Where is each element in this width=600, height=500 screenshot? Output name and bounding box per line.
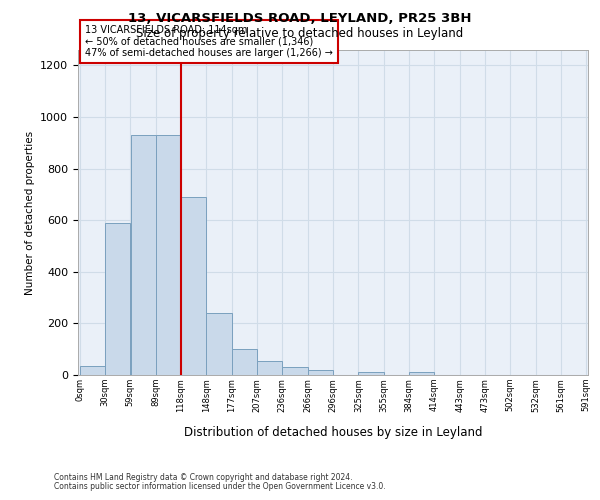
- Bar: [283, 368, 308, 375]
- Text: 13, VICARSFIELDS ROAD, LEYLAND, PR25 3BH: 13, VICARSFIELDS ROAD, LEYLAND, PR25 3BH: [128, 12, 472, 26]
- Text: Distribution of detached houses by size in Leyland: Distribution of detached houses by size …: [184, 426, 482, 439]
- Bar: [181, 197, 206, 375]
- Text: Contains HM Land Registry data © Crown copyright and database right 2024.: Contains HM Land Registry data © Crown c…: [54, 474, 353, 482]
- Bar: [105, 223, 130, 375]
- Bar: [232, 349, 257, 375]
- Bar: [308, 370, 333, 375]
- Bar: [156, 135, 181, 375]
- Text: Contains public sector information licensed under the Open Government Licence v3: Contains public sector information licen…: [54, 482, 386, 491]
- Bar: [131, 135, 155, 375]
- Bar: [80, 366, 105, 375]
- Bar: [206, 313, 232, 375]
- Text: Size of property relative to detached houses in Leyland: Size of property relative to detached ho…: [136, 28, 464, 40]
- Bar: [358, 372, 383, 375]
- Bar: [409, 372, 434, 375]
- Text: 13 VICARSFIELDS ROAD: 114sqm
← 50% of detached houses are smaller (1,346)
47% of: 13 VICARSFIELDS ROAD: 114sqm ← 50% of de…: [85, 24, 332, 58]
- Y-axis label: Number of detached properties: Number of detached properties: [25, 130, 35, 294]
- Bar: [257, 361, 282, 375]
